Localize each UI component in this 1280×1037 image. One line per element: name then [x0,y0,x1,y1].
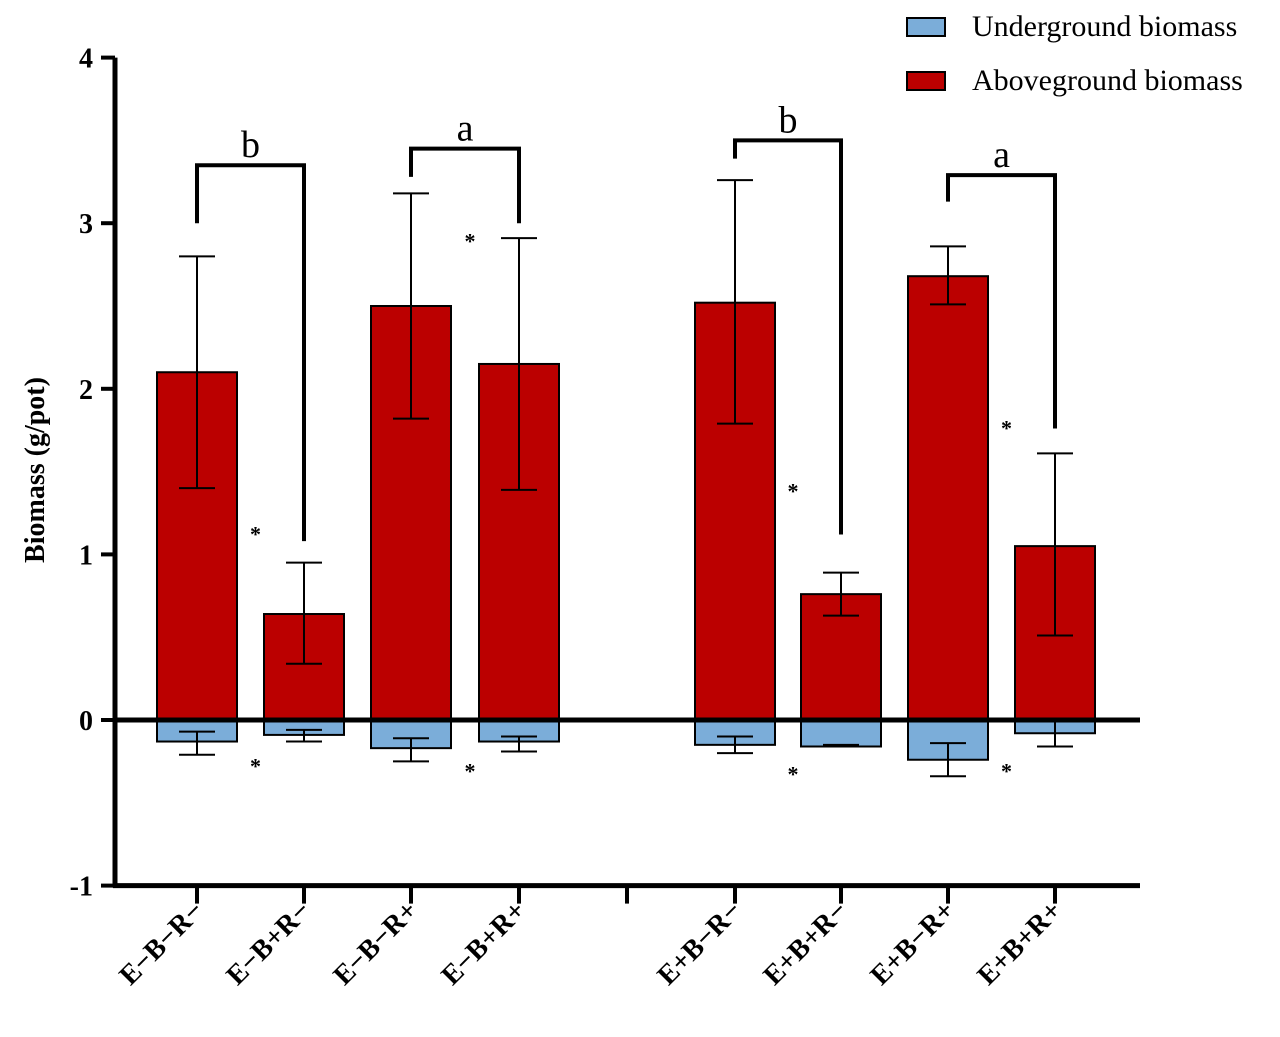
x-tick-label: E+B−R+ [864,895,960,991]
y-tick-label: 1 [79,540,93,571]
legend-label-underground: Underground biomass [972,10,1238,43]
bracket-label: b [241,124,260,166]
bracket-label: b [779,99,798,141]
y-tick-label: 2 [79,375,93,406]
x-tick-label: E+B−R− [651,895,747,991]
legend: Underground biomass Aboveground biomass [906,0,1243,108]
legend-swatch-aboveground [906,71,946,91]
bracket-label: a [457,108,474,150]
significance-asterisk: * [250,522,261,547]
legend-swatch-underground [906,17,946,37]
x-tick-label: E+B+R+ [971,895,1067,991]
bar-underground [800,719,882,748]
significance-asterisk: * [788,479,799,504]
significance-bracket [946,173,1057,429]
y-tick-label: 3 [79,209,93,240]
x-tick-label: E+B+R− [757,895,853,991]
y-axis-label: Biomass (g/pot) [20,377,51,563]
x-tick-label: E−B+R+ [435,895,531,991]
bar-aboveground [907,275,989,721]
x-tick-label: E−B−R+ [327,895,423,991]
x-tick-label: E−B+R− [220,895,316,991]
significance-asterisk: * [1001,758,1012,783]
y-tick-label: -1 [70,872,93,903]
legend-label-aboveground: Aboveground biomass [972,64,1243,97]
significance-asterisk: * [250,753,261,778]
bracket-label: a [993,134,1010,176]
significance-bracket [733,138,843,535]
significance-asterisk: * [788,762,799,787]
significance-asterisk: * [465,758,476,783]
significance-asterisk: * [1001,416,1012,441]
y-tick-label: 0 [79,706,93,737]
x-tick-label: E−B−R− [113,895,209,991]
significance-bracket [195,163,306,542]
legend-item-underground: Underground biomass [906,0,1243,54]
significance-asterisk: * [465,228,476,253]
legend-item-aboveground: Aboveground biomass [906,54,1243,108]
significance-bracket [409,146,521,224]
y-tick-label: 4 [79,44,93,75]
